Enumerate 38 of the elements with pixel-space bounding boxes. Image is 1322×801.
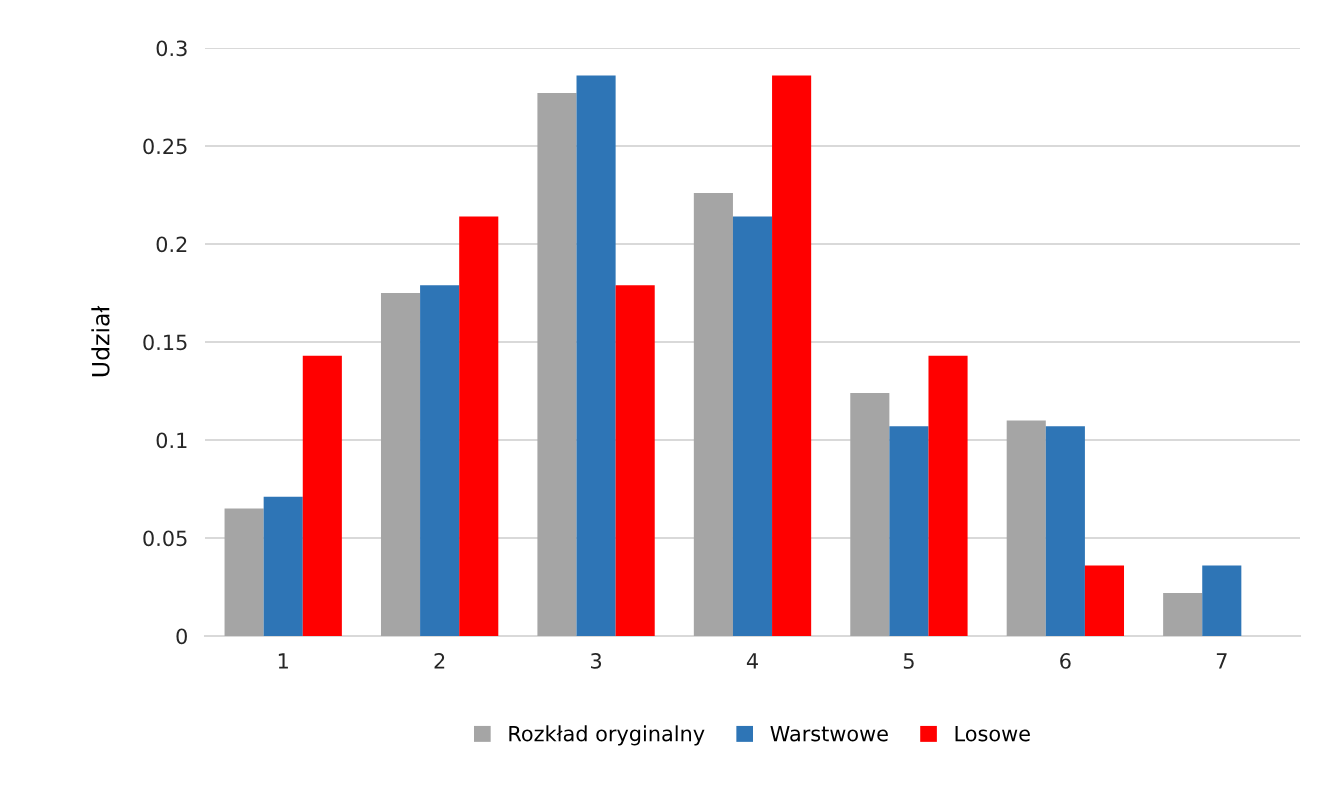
x-tick-label: 1	[278, 653, 288, 669]
y-tick-label: 0.25	[143, 138, 187, 155]
y-tick-label: 0.15	[143, 334, 187, 351]
y-tick-label: 0.3	[156, 40, 187, 57]
bar	[420, 285, 460, 636]
bar	[1163, 592, 1203, 636]
x-tick-label: 7	[1216, 653, 1227, 669]
bar	[1006, 420, 1046, 636]
bar	[1084, 565, 1125, 636]
bar	[459, 216, 499, 636]
y-tick-label: 0	[176, 628, 187, 645]
legend-label: Rozkład oryginalny	[509, 725, 705, 746]
bar	[1202, 565, 1242, 636]
bar	[928, 355, 968, 636]
bar	[224, 508, 264, 636]
x-tick-label: 4	[746, 653, 758, 669]
y-tick-label: 0.1	[156, 432, 187, 449]
x-tick-label: 5	[903, 653, 914, 669]
bar	[772, 75, 812, 636]
legend-label: Losowe	[955, 725, 1030, 742]
legend-label: Warstwowe	[770, 725, 888, 742]
bar	[615, 285, 655, 636]
y-tick-label: 0.2	[156, 236, 187, 253]
bar	[263, 496, 303, 636]
bar	[693, 193, 733, 636]
bar	[889, 426, 929, 636]
bar	[302, 355, 342, 636]
y-axis-title: Udział	[91, 305, 110, 377]
x-tick-label: 2	[434, 653, 445, 669]
x-tick-label: 6	[1060, 653, 1071, 669]
bar	[732, 216, 773, 636]
bar	[537, 93, 577, 636]
x-tick-label: 3	[591, 653, 602, 669]
bar	[380, 293, 421, 636]
bar	[576, 75, 616, 636]
y-tick-label: 0.05	[143, 530, 187, 547]
bar	[850, 392, 890, 636]
bar	[1045, 426, 1085, 636]
